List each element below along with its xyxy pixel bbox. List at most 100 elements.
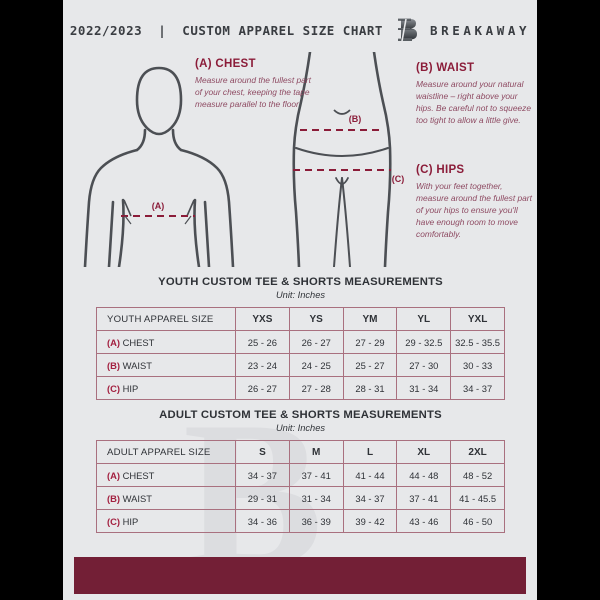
- youth-hip-yl: 31 - 34: [396, 376, 452, 400]
- youth-size-yxl: YXL: [450, 307, 505, 331]
- youth-header-label: YOUTH APPAREL SIZE: [96, 307, 236, 331]
- chest-marker-label: (A): [152, 201, 165, 211]
- youth-hip-ys: 27 - 28: [288, 376, 344, 400]
- footer-bar: [74, 557, 526, 594]
- adult-waist-xl: 37 - 41: [396, 486, 452, 510]
- callout-waist: (B) WAIST Measure around your natural wa…: [416, 62, 531, 127]
- measurement-diagram: (A) (B) (C) (A) CHEST Measure around the…: [63, 52, 537, 267]
- row-marker: (C): [107, 515, 121, 527]
- adult-hip-s: 34 - 36: [235, 509, 290, 533]
- youth-chest-yxs: 25 - 26: [235, 330, 290, 354]
- page-header: 2022/2023 | CUSTOM APPAREL SIZE CHART: [63, 16, 537, 44]
- adult-header-label: ADULT APPAREL SIZE: [96, 440, 236, 464]
- adult-table-body: ADULT APPAREL SIZE S M L XL 2XL (A) CHES…: [96, 440, 505, 533]
- adult-size-s: S: [235, 440, 290, 464]
- youth-chest-ys: 26 - 27: [288, 330, 344, 354]
- table-row: (C) HIP 26 - 27 27 - 28 28 - 31 31 - 34 …: [96, 376, 505, 400]
- youth-size-yxs: YXS: [235, 307, 290, 331]
- adult-hip-l: 39 - 42: [342, 509, 398, 533]
- brand-logo: BREAKAWAY: [397, 17, 530, 43]
- adult-chest-xl: 44 - 48: [396, 463, 452, 487]
- youth-waist-ym: 25 - 27: [342, 353, 398, 377]
- table-row: (A) CHEST 34 - 37 37 - 41 41 - 44 44 - 4…: [96, 463, 505, 487]
- adult-chest-l: 41 - 44: [342, 463, 398, 487]
- youth-waist-ys: 24 - 25: [288, 353, 344, 377]
- adult-chest-s: 34 - 37: [235, 463, 290, 487]
- adult-row-chest-label: (A) CHEST: [96, 463, 236, 487]
- youth-table-unit: Unit: Inches: [275, 290, 326, 300]
- adult-size-table: ADULT APPAREL SIZE S M L XL 2XL (A) CHES…: [96, 440, 505, 533]
- header-chart-title: CUSTOM APPAREL SIZE CHART: [182, 22, 383, 38]
- breakaway-b-monogram-icon: [397, 17, 419, 43]
- adult-table-unit: Unit: Inches: [275, 423, 326, 433]
- size-chart-page: B 2022/2023 | CUSTOM APPAREL SIZE CHART: [63, 0, 537, 600]
- waist-marker-label: (B): [349, 114, 362, 124]
- row-marker: (A): [107, 469, 121, 481]
- callout-chest: (A) CHEST Measure around the fullest par…: [195, 58, 313, 111]
- table-row: (C) HIP 34 - 36 36 - 39 39 - 42 43 - 46 …: [96, 509, 505, 533]
- adult-hip-xl: 43 - 46: [396, 509, 452, 533]
- youth-row-hip-label: (C) HIP: [96, 376, 236, 400]
- youth-chest-yxl: 32.5 - 35.5: [450, 330, 505, 354]
- adult-waist-2xl: 41 - 45.5: [450, 486, 505, 510]
- youth-row-chest-label: (A) CHEST: [96, 330, 236, 354]
- adult-waist-m: 31 - 34: [288, 486, 344, 510]
- youth-chest-yl: 29 - 32.5: [396, 330, 452, 354]
- adult-row-waist-label: (B) WAIST: [96, 486, 236, 510]
- youth-hip-yxl: 34 - 37: [450, 376, 505, 400]
- youth-size-ys: YS: [288, 307, 344, 331]
- table-row: (B) WAIST 23 - 24 24 - 25 25 - 27 27 - 3…: [96, 353, 505, 377]
- adult-chest-m: 37 - 41: [288, 463, 344, 487]
- youth-table-header-row: YOUTH APPAREL SIZE YXS YS YM YL YXL: [96, 307, 505, 331]
- youth-row-waist-label: (B) WAIST: [96, 353, 236, 377]
- youth-table-body: YOUTH APPAREL SIZE YXS YS YM YL YXL (A) …: [96, 307, 505, 400]
- row-marker: (A): [107, 336, 121, 348]
- adult-size-2xl: 2XL: [450, 440, 505, 464]
- youth-waist-yxl: 30 - 33: [450, 353, 505, 377]
- row-name: HIP: [122, 382, 139, 394]
- callout-waist-body: Measure around your natural waistline – …: [416, 79, 531, 125]
- header-separator: |: [158, 22, 167, 38]
- adult-table-header-row: ADULT APPAREL SIZE S M L XL 2XL: [96, 440, 505, 464]
- row-marker: (C): [107, 382, 121, 394]
- adult-hip-2xl: 46 - 50: [450, 509, 505, 533]
- table-row: (B) WAIST 29 - 31 31 - 34 34 - 37 37 - 4…: [96, 486, 505, 510]
- header-season: 2022/2023: [69, 22, 143, 38]
- brand-name: BREAKAWAY: [429, 22, 531, 38]
- row-name: CHEST: [122, 469, 155, 481]
- youth-size-ym: YM: [342, 307, 398, 331]
- youth-table-block: YOUTH CUSTOM TEE & SHORTS MEASUREMENTS U…: [96, 276, 505, 400]
- row-marker: (B): [107, 359, 121, 371]
- callout-hips-body: With your feet together, measure around …: [416, 181, 532, 239]
- adult-chest-2xl: 48 - 52: [450, 463, 505, 487]
- youth-size-yl: YL: [396, 307, 452, 331]
- adult-table-title: ADULT CUSTOM TEE & SHORTS MEASUREMENTS: [159, 409, 442, 421]
- adult-waist-s: 29 - 31: [235, 486, 290, 510]
- adult-size-l: L: [342, 440, 398, 464]
- row-name: CHEST: [122, 336, 155, 348]
- row-name: WAIST: [122, 492, 152, 504]
- youth-table-title: YOUTH CUSTOM TEE & SHORTS MEASUREMENTS: [158, 276, 443, 288]
- adult-waist-l: 34 - 37: [342, 486, 398, 510]
- table-row: (A) CHEST 25 - 26 26 - 27 27 - 29 29 - 3…: [96, 330, 505, 354]
- youth-size-table: YOUTH APPAREL SIZE YXS YS YM YL YXL (A) …: [96, 307, 505, 400]
- youth-hip-yxs: 26 - 27: [235, 376, 290, 400]
- adult-row-hip-label: (C) HIP: [96, 509, 236, 533]
- youth-chest-ym: 27 - 29: [342, 330, 398, 354]
- header-title: 2022/2023 | CUSTOM APPAREL SIZE CHART: [70, 23, 383, 38]
- row-marker: (B): [107, 492, 121, 504]
- callout-chest-heading: (A) CHEST: [195, 58, 256, 70]
- callout-hips-heading: (C) HIPS: [416, 164, 465, 176]
- adult-size-m: M: [288, 440, 344, 464]
- youth-waist-yl: 27 - 30: [396, 353, 452, 377]
- hips-marker-label: (C): [392, 174, 405, 184]
- callout-hips: (C) HIPS With your feet together, measur…: [416, 164, 534, 241]
- callout-chest-body: Measure around the fullest part of your …: [195, 75, 311, 109]
- row-name: WAIST: [122, 359, 152, 371]
- adult-hip-m: 36 - 39: [288, 509, 344, 533]
- row-name: HIP: [122, 515, 139, 527]
- youth-waist-yxs: 23 - 24: [235, 353, 290, 377]
- adult-table-block: ADULT CUSTOM TEE & SHORTS MEASUREMENTS U…: [96, 409, 505, 533]
- youth-hip-ym: 28 - 31: [342, 376, 398, 400]
- adult-size-xl: XL: [396, 440, 452, 464]
